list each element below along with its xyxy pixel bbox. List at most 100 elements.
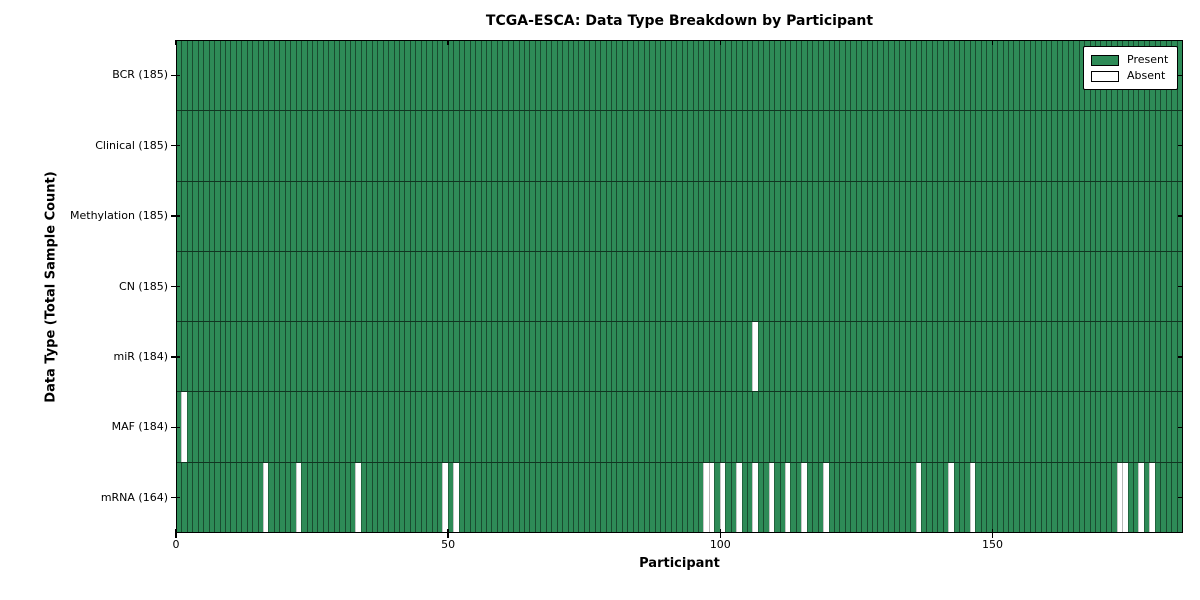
- cell: [1149, 111, 1155, 181]
- x-tick: [991, 529, 994, 538]
- cell: [551, 322, 557, 392]
- cell: [703, 111, 709, 181]
- cell: [524, 251, 530, 322]
- cell: [420, 392, 427, 462]
- cell: [1154, 322, 1161, 392]
- cell: [893, 181, 900, 251]
- cell: [534, 41, 541, 111]
- cell: [779, 392, 785, 462]
- cell: [833, 41, 840, 111]
- cell: [806, 251, 813, 322]
- cell: [350, 181, 356, 251]
- cell: [502, 41, 508, 111]
- cell: [877, 392, 883, 462]
- cell: [290, 111, 296, 181]
- cell: [273, 181, 280, 251]
- cell: [855, 322, 862, 392]
- absent-cell: [948, 462, 954, 532]
- cell: [192, 322, 198, 392]
- cell: [975, 392, 981, 462]
- cell: [1018, 181, 1025, 251]
- cell: [241, 111, 247, 181]
- cell: [431, 462, 437, 532]
- cell: [692, 392, 698, 462]
- cell: [594, 462, 601, 532]
- cell: [496, 111, 503, 181]
- cell: [1013, 251, 1019, 322]
- cell: [872, 462, 878, 532]
- cell: [969, 322, 976, 392]
- cell: [882, 111, 889, 181]
- cell: [757, 181, 764, 251]
- cell: [931, 181, 938, 251]
- cell: [1094, 462, 1101, 532]
- cell: [714, 392, 720, 462]
- cell: [828, 392, 834, 462]
- cell: [529, 251, 535, 322]
- cell: [692, 41, 698, 111]
- cell: [959, 322, 965, 392]
- cell: [540, 41, 546, 111]
- cell: [719, 392, 726, 462]
- cell: [545, 41, 552, 111]
- cell: [801, 181, 807, 251]
- cell: [708, 251, 715, 322]
- cell: [942, 322, 949, 392]
- cell: [241, 41, 247, 111]
- x-tick-top: [175, 40, 177, 45]
- cell: [562, 251, 568, 322]
- cell: [714, 251, 720, 322]
- cell: [1100, 251, 1106, 322]
- cell: [420, 111, 427, 181]
- cell: [730, 322, 737, 392]
- cell: [567, 251, 573, 322]
- cell: [1160, 392, 1166, 462]
- cell: [491, 322, 497, 392]
- cell: [1062, 251, 1068, 322]
- cell: [1073, 322, 1079, 392]
- cell: [980, 251, 987, 322]
- cell: [676, 322, 682, 392]
- cell: [360, 462, 367, 532]
- cell: [252, 322, 258, 392]
- cell: [937, 392, 943, 462]
- cell: [344, 392, 350, 462]
- cell: [790, 392, 796, 462]
- cell: [839, 111, 845, 181]
- cell: [447, 392, 454, 462]
- cell: [572, 322, 579, 392]
- cell: [415, 392, 421, 462]
- cell: [611, 251, 617, 322]
- y-tick: [1178, 144, 1183, 147]
- cell: [1105, 251, 1112, 322]
- cell: [350, 322, 356, 392]
- cell: [1160, 462, 1166, 532]
- cell: [485, 111, 492, 181]
- cell: [1040, 41, 1046, 111]
- cell: [480, 41, 486, 111]
- cell: [371, 251, 378, 322]
- cell: [920, 392, 927, 462]
- cell: [398, 251, 405, 322]
- cell: [507, 322, 514, 392]
- cell: [524, 462, 530, 532]
- cell: [975, 251, 981, 322]
- cell: [708, 392, 715, 462]
- cell: [540, 462, 546, 532]
- cell: [790, 322, 796, 392]
- cell: [1035, 392, 1041, 462]
- cell: [583, 111, 590, 181]
- cell: [877, 41, 883, 111]
- cell: [850, 392, 856, 462]
- cell: [475, 392, 481, 462]
- cell: [263, 251, 269, 322]
- cell: [746, 111, 753, 181]
- cell: [181, 462, 187, 532]
- cell: [355, 322, 361, 392]
- cell: [649, 181, 655, 251]
- cell: [980, 392, 987, 462]
- y-tick: [171, 144, 180, 147]
- cell: [1111, 392, 1117, 462]
- cell: [670, 181, 677, 251]
- cell: [654, 111, 660, 181]
